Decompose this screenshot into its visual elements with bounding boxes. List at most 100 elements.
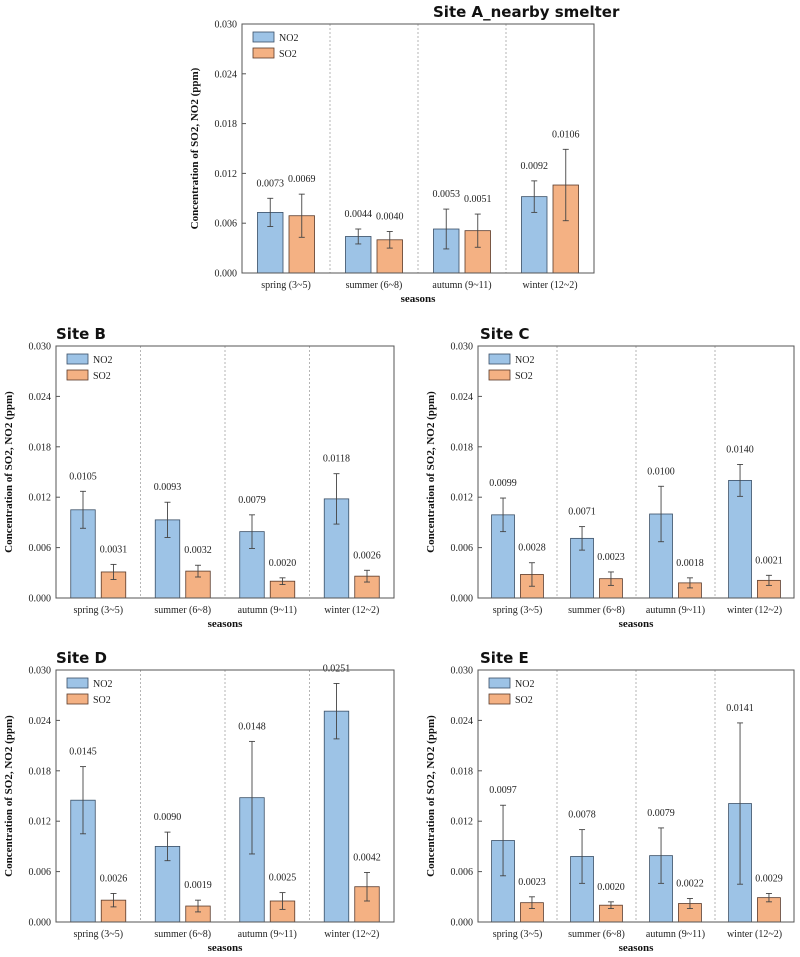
data-label: 0.0023	[597, 552, 625, 563]
y-tick-label: 0.018	[215, 119, 238, 130]
y-tick-label: 0.018	[451, 442, 474, 453]
chart-svg: Site D 0.000 0.006 0.012 0.018 0.024 0.030 0.01…	[3, 649, 395, 954]
data-label: 0.0026	[353, 550, 381, 561]
x-axis-label: seasons	[619, 942, 655, 954]
data-label: 0.0106	[552, 129, 580, 140]
bar-no2	[323, 710, 350, 923]
y-tick-label: 0.024	[215, 69, 238, 80]
y-tick-label: 0.024	[29, 716, 52, 727]
data-label: 0.0145	[69, 747, 97, 758]
chart-site-e: Site E 0.000 0.006 0.012 0.018 0.024 0.030 0.00…	[420, 646, 800, 957]
data-label: 0.0026	[100, 873, 128, 884]
chart-svg: Site E 0.000 0.006 0.012 0.018 0.024 0.030 0.00…	[425, 649, 795, 954]
data-label: 0.0073	[256, 178, 284, 189]
plot-frame	[55, 345, 395, 599]
legend-swatch-no2	[66, 677, 89, 689]
data-label: 0.0020	[597, 882, 625, 893]
data-label: 0.0118	[323, 454, 350, 465]
data-label: 0.0028	[518, 543, 546, 554]
data-label: 0.0019	[184, 880, 212, 891]
legend-label: NO2	[93, 355, 112, 366]
legend-swatch-no2	[66, 353, 89, 365]
x-tick-label: winter (12~2)	[324, 605, 379, 616]
x-tick-label: spring (3~5)	[73, 929, 123, 940]
y-axis-label: Concentration of SO2, NO2 (ppm)	[425, 391, 437, 553]
y-tick-label: 0.006	[451, 543, 474, 554]
y-tick-label: 0.006	[215, 219, 238, 230]
x-tick-label: spring (3~5)	[73, 605, 123, 616]
data-label: 0.0140	[726, 444, 754, 455]
legend-swatch-so2	[66, 369, 89, 381]
y-axis-label: Concentration of SO2, NO2 (ppm)	[425, 715, 437, 877]
data-label: 0.0141	[726, 703, 754, 714]
legend-label: SO2	[93, 695, 111, 706]
legend-label: SO2	[279, 49, 297, 60]
legend-swatch-no2	[488, 353, 511, 365]
data-label: 0.0069	[288, 174, 316, 185]
y-axis-label: Concentration of SO2, NO2 (ppm)	[3, 391, 15, 553]
x-tick-label: spring (3~5)	[261, 280, 311, 291]
data-label: 0.0079	[647, 808, 675, 819]
data-label: 0.0093	[154, 482, 182, 493]
x-tick-label: summer (6~8)	[568, 929, 625, 940]
data-label: 0.0053	[432, 189, 460, 200]
y-tick-label: 0.006	[451, 867, 474, 878]
y-tick-label: 0.030	[451, 342, 474, 353]
legend-swatch-so2	[488, 693, 511, 705]
x-tick-label: autumn (9~11)	[238, 929, 297, 940]
x-tick-label: summer (6~8)	[346, 280, 403, 291]
y-tick-label: 0.018	[29, 442, 52, 453]
y-tick-label: 0.030	[451, 666, 474, 677]
y-tick-label: 0.012	[451, 817, 474, 828]
y-tick-label: 0.018	[451, 766, 474, 777]
y-tick-label: 0.012	[29, 493, 52, 504]
legend-swatch-so2	[488, 369, 511, 381]
x-tick-label: winter (12~2)	[727, 605, 782, 616]
x-axis-label: seasons	[619, 618, 655, 630]
legend-label: SO2	[515, 371, 533, 382]
y-tick-label: 0.030	[29, 666, 52, 677]
x-tick-label: summer (6~8)	[154, 605, 211, 616]
x-tick-label: winter (12~2)	[324, 929, 379, 940]
x-tick-label: summer (6~8)	[154, 929, 211, 940]
data-label: 0.0023	[518, 877, 546, 888]
chart-title: Site E	[480, 649, 529, 667]
chart-title: Site A_nearby smelter	[433, 3, 620, 21]
x-tick-label: autumn (9~11)	[432, 280, 491, 291]
y-tick-label: 0.018	[29, 766, 52, 777]
data-label: 0.0020	[269, 558, 297, 569]
legend-swatch-no2	[252, 31, 275, 43]
data-label: 0.0099	[489, 478, 517, 489]
x-tick-label: autumn (9~11)	[646, 605, 705, 616]
y-tick-label: 0.000	[451, 594, 474, 605]
x-axis-label: seasons	[208, 942, 244, 954]
data-label: 0.0042	[353, 852, 381, 863]
data-label: 0.0021	[755, 555, 783, 566]
data-label: 0.0025	[269, 873, 297, 884]
x-tick-label: spring (3~5)	[493, 929, 543, 940]
y-tick-label: 0.012	[29, 817, 52, 828]
data-label: 0.0018	[676, 558, 704, 569]
chart-site-d: Site D 0.000 0.006 0.012 0.018 0.024 0.030 0.01…	[0, 646, 400, 957]
chart-site-a: Site A_nearby smelter 0.000 0.006 0.012 0.01…	[186, 0, 620, 318]
y-tick-label: 0.012	[215, 169, 238, 180]
bar-no2	[521, 196, 548, 274]
y-tick-label: 0.006	[29, 867, 52, 878]
data-label: 0.0031	[100, 544, 128, 555]
x-tick-label: autumn (9~11)	[646, 929, 705, 940]
data-label: 0.0090	[154, 812, 182, 823]
x-axis-label: seasons	[208, 618, 244, 630]
x-tick-label: winter (12~2)	[727, 929, 782, 940]
legend-swatch-so2	[66, 693, 89, 705]
data-label: 0.0040	[376, 212, 404, 223]
x-axis-label: seasons	[401, 293, 437, 305]
plot-frame	[241, 23, 595, 274]
chart-title: Site B	[56, 325, 106, 343]
y-tick-label: 0.000	[29, 594, 52, 605]
data-label: 0.0148	[238, 721, 266, 732]
y-tick-label: 0.006	[29, 543, 52, 554]
